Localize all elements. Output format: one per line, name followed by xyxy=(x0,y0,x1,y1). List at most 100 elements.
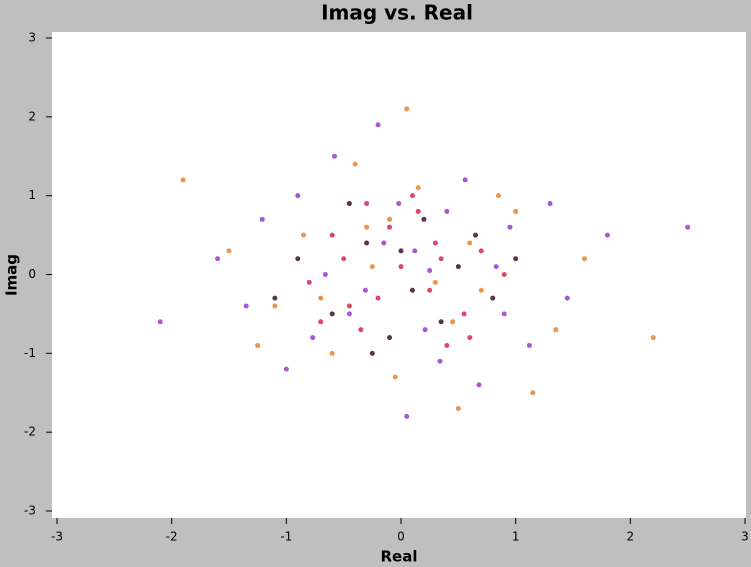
point xyxy=(364,240,370,246)
point xyxy=(329,350,335,356)
point xyxy=(432,279,438,285)
point xyxy=(490,295,496,301)
point xyxy=(381,240,387,246)
point xyxy=(415,185,421,191)
point xyxy=(322,272,328,277)
point xyxy=(255,342,261,348)
x-tick-label: -2 xyxy=(166,530,178,544)
plot-area xyxy=(52,32,746,518)
point xyxy=(243,303,249,309)
point xyxy=(438,319,444,325)
point xyxy=(387,335,393,341)
point xyxy=(358,327,364,333)
chart-title: Imag vs. Real xyxy=(321,1,473,25)
point xyxy=(564,295,570,301)
point xyxy=(476,382,482,388)
point xyxy=(369,350,375,356)
point xyxy=(226,248,232,254)
point xyxy=(362,287,368,293)
point xyxy=(513,256,519,262)
point xyxy=(331,153,337,159)
point xyxy=(495,193,501,199)
point xyxy=(478,248,484,254)
y-tick-label: 3 xyxy=(28,31,36,45)
point xyxy=(530,390,536,396)
point xyxy=(375,295,381,301)
y-tick-label: -1 xyxy=(24,346,36,360)
point xyxy=(467,335,473,341)
point xyxy=(306,279,312,285)
point xyxy=(437,358,443,364)
point xyxy=(427,268,433,274)
point xyxy=(478,287,484,293)
y-axis-label: Imag xyxy=(3,254,21,296)
point xyxy=(581,256,587,262)
point xyxy=(404,413,410,419)
point xyxy=(604,232,610,238)
y-tick-label: -2 xyxy=(24,425,36,439)
point xyxy=(493,264,499,270)
point xyxy=(398,248,404,254)
point xyxy=(650,335,656,341)
point xyxy=(404,106,410,112)
point xyxy=(422,327,428,333)
point xyxy=(375,122,381,128)
point xyxy=(432,240,438,246)
point xyxy=(295,256,301,262)
point xyxy=(398,264,404,270)
point xyxy=(346,311,352,317)
point xyxy=(455,264,461,270)
x-tick-label: 1 xyxy=(512,530,520,544)
point xyxy=(461,311,467,317)
point xyxy=(364,224,370,230)
x-tick-label: -1 xyxy=(280,530,292,544)
point xyxy=(364,201,370,207)
point xyxy=(369,264,375,270)
point xyxy=(421,216,427,222)
point xyxy=(507,224,513,230)
point xyxy=(396,201,402,207)
point xyxy=(553,327,559,333)
point xyxy=(501,311,507,317)
point xyxy=(409,193,415,199)
point xyxy=(415,208,421,214)
x-tick-label: 0 xyxy=(397,530,405,544)
point xyxy=(352,161,358,167)
point xyxy=(547,201,553,207)
point xyxy=(341,256,347,262)
point xyxy=(272,295,278,301)
point xyxy=(346,201,352,207)
y-tick-label: 2 xyxy=(28,109,36,123)
point xyxy=(346,303,352,309)
point xyxy=(301,232,307,238)
point xyxy=(272,303,278,309)
x-tick-label: 2 xyxy=(627,530,635,544)
x-tick-label: 3 xyxy=(741,530,749,544)
point xyxy=(157,319,163,325)
point xyxy=(387,216,393,222)
point xyxy=(467,240,473,246)
point xyxy=(329,311,335,317)
point xyxy=(295,193,301,199)
point xyxy=(318,295,324,301)
x-tick-label: -3 xyxy=(51,530,63,544)
point xyxy=(310,335,316,341)
point xyxy=(392,374,398,380)
point xyxy=(513,208,519,214)
point xyxy=(259,216,265,222)
point xyxy=(283,366,289,372)
point xyxy=(444,208,450,214)
point xyxy=(427,287,433,293)
point xyxy=(329,232,335,238)
point xyxy=(455,406,461,412)
point xyxy=(438,256,444,262)
point xyxy=(450,319,456,325)
x-axis-label: Real xyxy=(381,548,418,566)
point xyxy=(526,342,532,348)
point xyxy=(462,177,468,183)
point xyxy=(412,248,418,254)
point xyxy=(473,232,479,238)
point xyxy=(180,177,186,183)
